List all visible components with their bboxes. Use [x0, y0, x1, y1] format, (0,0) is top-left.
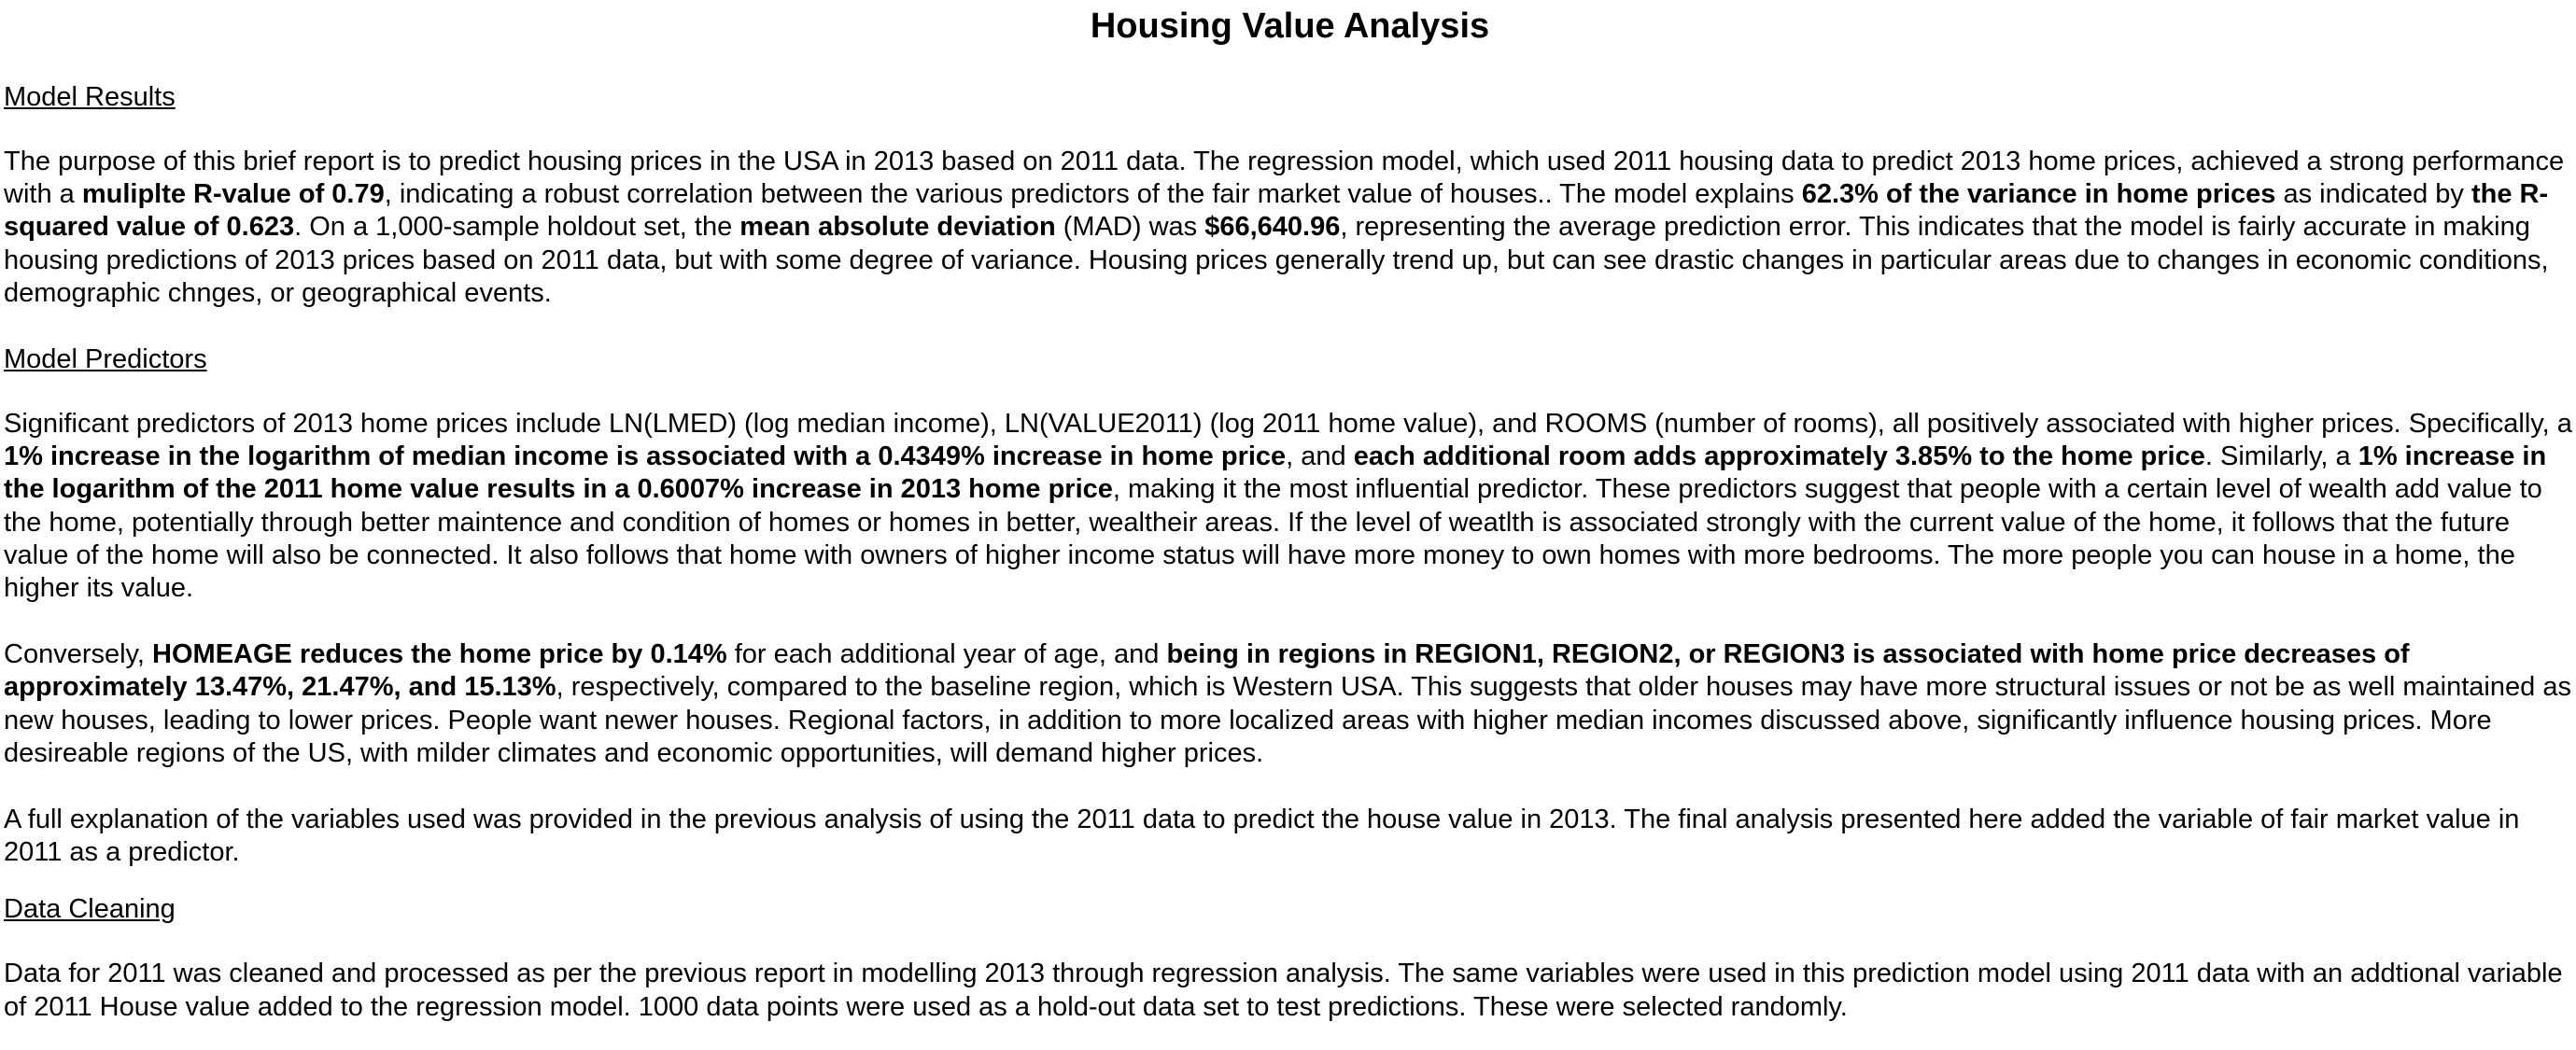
bold-run: muliplte R-value of 0.79 [81, 179, 385, 210]
text-run: , respectively, compared to the baseline… [4, 672, 2571, 768]
text-run: , and [1286, 441, 1354, 472]
text-run: , making it the most influential predict… [4, 474, 2542, 604]
text-run: . On a 1,000-sample holdout set, the [294, 212, 740, 243]
bold-run: HOMEAGE reduces the home price by 0.14% [152, 639, 727, 670]
text-run: for each additional year of age, and [726, 639, 1167, 670]
document: Housing Value Analysis Model Results The… [0, 6, 2576, 1050]
bold-run: 1% increase in the logarithm of median i… [4, 441, 1287, 472]
text-run: (MAD) was [1055, 212, 1205, 243]
paragraph-model-results: The purpose of this brief report is to p… [4, 146, 2573, 310]
paragraph-model-predictors-2: Conversely, HOMEAGE reduces the home pri… [4, 638, 2573, 770]
section-heading-model-predictors: Model Predictors [4, 344, 207, 375]
text-run: , representing the average prediction er… [4, 212, 2549, 308]
bold-run: being in regions in REGION1, REGION2, or… [4, 639, 2410, 703]
bold-run: the R-squared value of 0.623 [4, 179, 2549, 243]
paragraph-model-predictors-3: A full explanation of the variables used… [4, 805, 2520, 868]
text-run: , indicating a robust correlation betwee… [384, 179, 1802, 210]
section-heading-model-results: Model Results [4, 82, 176, 112]
bold-run: $66,640.96 [1204, 212, 1341, 243]
text-run: The purpose of this brief report is to p… [4, 147, 2565, 210]
paragraph-data-cleaning: Data for 2011 was cleaned and processed … [4, 959, 2563, 1022]
text-run: Conversely, [4, 639, 153, 670]
paragraph-model-predictors-1: Significant predictors of 2013 home pric… [4, 408, 2573, 605]
section-heading-data-cleaning: Data Cleaning [4, 894, 176, 925]
text-run: as indicated by [2275, 179, 2471, 210]
bold-run: mean absolute deviation [739, 212, 1056, 243]
text-run: Significant predictors of 2013 home pric… [4, 409, 2572, 440]
bold-run: 62.3% of the variance in home prices [1801, 179, 2276, 210]
bold-run: each additional room adds approximately … [1353, 441, 2205, 472]
text-run: . Similarly, a [2204, 441, 2358, 472]
bold-run: 1% increase in the logarithm of the 2011… [4, 441, 2547, 505]
document-title: Housing Value Analysis [1090, 7, 1490, 46]
